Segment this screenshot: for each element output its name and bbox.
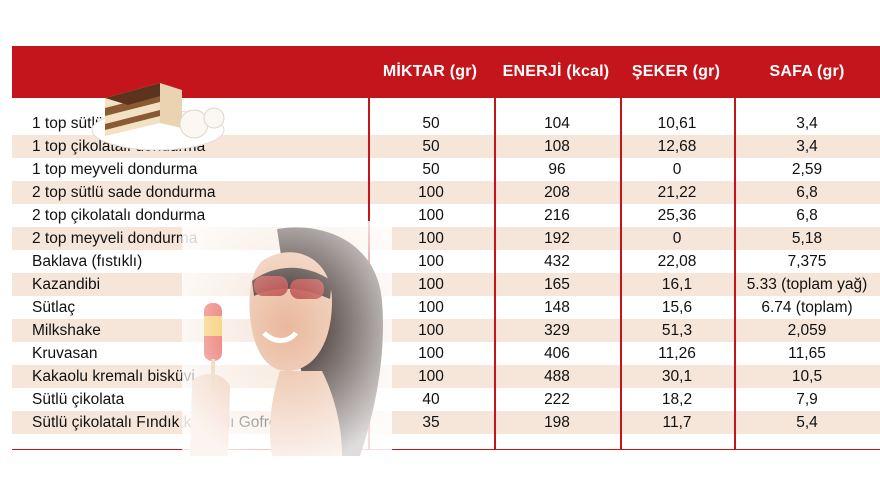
cell-seker: 51,3 bbox=[661, 322, 693, 339]
cell-safa: 6.74 (toplam) bbox=[761, 299, 853, 316]
cell-miktar: 100 bbox=[418, 299, 444, 316]
cell-enerji: 198 bbox=[544, 414, 570, 431]
cell-safa: 2,59 bbox=[791, 161, 823, 178]
cell-miktar: 100 bbox=[418, 207, 444, 224]
table-row: Baklava (fıstıklı) 100 432 22,08 7,375 bbox=[12, 250, 880, 273]
cell-safa: 5,4 bbox=[796, 414, 818, 431]
cell-item-name: Kakaolu kremalı bisküvi bbox=[32, 368, 195, 385]
cell-seker: 12,68 bbox=[657, 138, 697, 155]
cell-seker: 16,1 bbox=[661, 276, 693, 293]
table-bottom-rule bbox=[12, 449, 880, 450]
cell-seker: 25,36 bbox=[657, 207, 697, 224]
cell-safa: 7,375 bbox=[787, 253, 827, 270]
cell-enerji: 488 bbox=[544, 368, 570, 385]
cell-item-name: Milkshake bbox=[32, 322, 101, 339]
cell-safa: 7,9 bbox=[796, 391, 818, 408]
cell-enerji: 165 bbox=[544, 276, 570, 293]
nutrition-table: 1 top sütlü sade dondurma5010410,613,41 … bbox=[12, 46, 880, 456]
cell-item-name: Kazandibi bbox=[32, 276, 101, 293]
cell-safa: 10,5 bbox=[791, 368, 823, 385]
cell-miktar: 50 bbox=[422, 161, 440, 178]
cell-safa: 3,4 bbox=[796, 115, 818, 132]
cell-item-name: Sütlü çikolata bbox=[32, 391, 125, 408]
cell-safa: 2,059 bbox=[787, 322, 827, 339]
cell-enerji: 108 bbox=[544, 138, 570, 155]
cell-enerji: 148 bbox=[544, 299, 570, 316]
cell-safa: 5,18 bbox=[791, 230, 823, 247]
cell-enerji: 432 bbox=[544, 253, 570, 270]
table-row: Kruvasan 100 406 11,26 11,65 bbox=[12, 342, 880, 365]
cell-item-name: 2 top meyveli dondurma bbox=[32, 230, 198, 247]
table-row: 1 top meyveli dondurma 50 96 0 2,59 bbox=[12, 158, 880, 181]
cell-enerji: 222 bbox=[544, 391, 570, 408]
header-safa: SAFA (gr) bbox=[769, 63, 845, 80]
table-row: Milkshake 100 329 51,3 2,059 bbox=[12, 319, 880, 342]
cell-miktar: 100 bbox=[418, 184, 444, 201]
cell-safa: 5.33 (toplam yağ) bbox=[746, 276, 868, 293]
table-row: 2 top sütlü sade dondurma 100 208 21,22 6,8 bbox=[12, 181, 880, 204]
cell-safa: 6,8 bbox=[796, 207, 818, 224]
column-divider bbox=[734, 46, 736, 450]
cell-miktar: 100 bbox=[418, 322, 444, 339]
column-divider bbox=[620, 46, 622, 450]
cell-miktar: 40 bbox=[422, 391, 440, 408]
cell-seker: 0 bbox=[672, 230, 682, 247]
cell-enerji: 96 bbox=[548, 161, 566, 178]
cell-seker: 21,22 bbox=[657, 184, 697, 201]
table-row: Kazandibi 100 165 16,1 5.33 (toplam yağ) bbox=[12, 273, 880, 296]
cell-safa: 11,65 bbox=[788, 345, 826, 362]
table-row: Sütlaç 100 148 15,6 6.74 (toplam) bbox=[12, 296, 880, 319]
table-row: Sütlü çikolatalı Fındık kremalı Gofret 35… bbox=[12, 411, 880, 434]
cell-seker: 18,2 bbox=[661, 391, 693, 408]
header-enerji: ENERJİ (kcal) bbox=[502, 63, 610, 80]
cell-seker: 30,1 bbox=[661, 368, 693, 385]
cell-miktar: 100 bbox=[418, 345, 444, 362]
cell-enerji: 192 bbox=[544, 230, 570, 247]
table-row: Kakaolu kremalı bisküvi 100 488 30,1 10,5 bbox=[12, 365, 880, 388]
woman-with-popsicle-photo bbox=[182, 221, 392, 456]
cell-miktar: 100 bbox=[418, 368, 444, 385]
cell-seker: 15,6 bbox=[661, 299, 693, 316]
cell-miktar: 50 bbox=[422, 115, 440, 132]
cell-item-name: Kruvasan bbox=[32, 345, 98, 362]
cell-miktar: 50 bbox=[422, 138, 440, 155]
cell-item-name: 2 top çikolatalı dondurma bbox=[32, 207, 206, 224]
cell-miktar: 35 bbox=[422, 414, 440, 431]
tiramisu-cake-illustration bbox=[91, 83, 225, 151]
cell-safa: 6,8 bbox=[796, 184, 818, 201]
cell-safa: 3,4 bbox=[796, 138, 818, 155]
table-row: 2 top çikolatalı dondurma 100 216 25,36 6,8 bbox=[12, 204, 880, 227]
cell-enerji: 406 bbox=[544, 345, 570, 362]
cell-enerji: 329 bbox=[544, 322, 570, 339]
cell-miktar: 100 bbox=[418, 230, 444, 247]
cell-seker: 10,61 bbox=[657, 115, 697, 132]
header-miktar: MİKTAR (gr) bbox=[382, 63, 478, 80]
header-seker: ŞEKER (gr) bbox=[631, 63, 721, 80]
cell-item-name: Sütlaç bbox=[32, 299, 76, 316]
cell-miktar: 100 bbox=[418, 253, 444, 270]
cell-seker: 11,26 bbox=[658, 345, 696, 362]
cell-seker: 22,08 bbox=[657, 253, 697, 270]
cell-miktar: 100 bbox=[418, 276, 444, 293]
column-divider bbox=[494, 46, 496, 450]
cell-enerji: 104 bbox=[544, 115, 570, 132]
table-row: Sütlü çikolata 40 222 18,2 7,9 bbox=[12, 388, 880, 411]
cell-seker: 0 bbox=[672, 161, 682, 178]
cell-item-name: 1 top meyveli dondurma bbox=[32, 161, 198, 178]
cell-item-name: 2 top sütlü sade dondurma bbox=[32, 184, 216, 201]
cell-enerji: 208 bbox=[544, 184, 570, 201]
cell-item-name: Baklava (fıstıklı) bbox=[32, 253, 143, 270]
cell-seker: 11,7 bbox=[662, 414, 692, 431]
table-row: 2 top meyveli dondurma 100 192 0 5,18 bbox=[12, 227, 880, 250]
cell-enerji: 216 bbox=[544, 207, 570, 224]
